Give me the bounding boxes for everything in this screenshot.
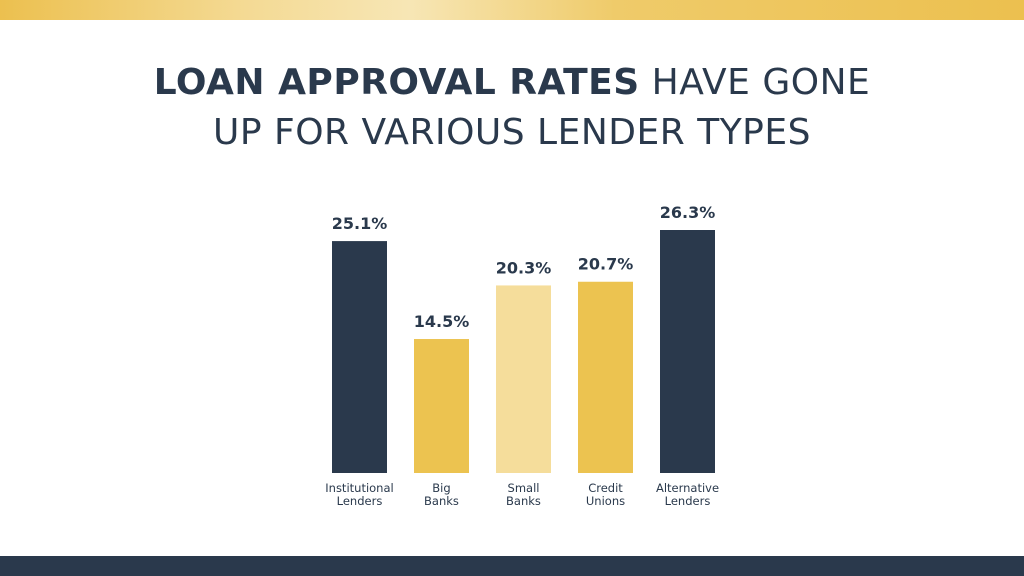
value-label-0: 25.1%	[332, 214, 388, 233]
bar-2	[496, 285, 551, 473]
category-label-2-line-0: Small	[508, 481, 540, 495]
category-label-1-line-0: Big	[432, 481, 450, 495]
title-line-2: UP FOR VARIOUS LENDER TYPES	[212, 112, 811, 153]
bar-1	[414, 339, 469, 473]
title-line-1: LOAN APPROVAL RATES HAVE GONE	[0, 58, 1024, 108]
value-label-2: 20.3%	[496, 258, 552, 277]
category-label-2-line-1: Banks	[506, 494, 541, 508]
bar-0	[332, 241, 387, 473]
category-label-4-line-1: Lenders	[665, 494, 711, 508]
bottom-accent-band	[0, 556, 1024, 576]
category-label-0-line-0: Institutional	[325, 481, 393, 495]
top-accent-band	[0, 0, 1024, 20]
title-bold-text: LOAN APPROVAL RATES	[153, 62, 640, 103]
chart-title: LOAN APPROVAL RATES HAVE GONE UP FOR VAR…	[0, 58, 1024, 158]
category-label-3-line-1: Unions	[586, 494, 625, 508]
value-label-1: 14.5%	[414, 312, 470, 331]
category-label-0-line-1: Lenders	[337, 494, 383, 508]
category-label-1-line-1: Banks	[424, 494, 459, 508]
bar-3	[578, 281, 633, 473]
category-label-4-line-0: Alternative	[656, 481, 719, 495]
bar-4	[660, 230, 715, 473]
category-label-3-line-0: Credit	[588, 481, 623, 495]
title-light-text: HAVE GONE	[651, 62, 871, 103]
value-label-3: 20.7%	[578, 255, 634, 274]
value-label-4: 26.3%	[660, 203, 716, 222]
